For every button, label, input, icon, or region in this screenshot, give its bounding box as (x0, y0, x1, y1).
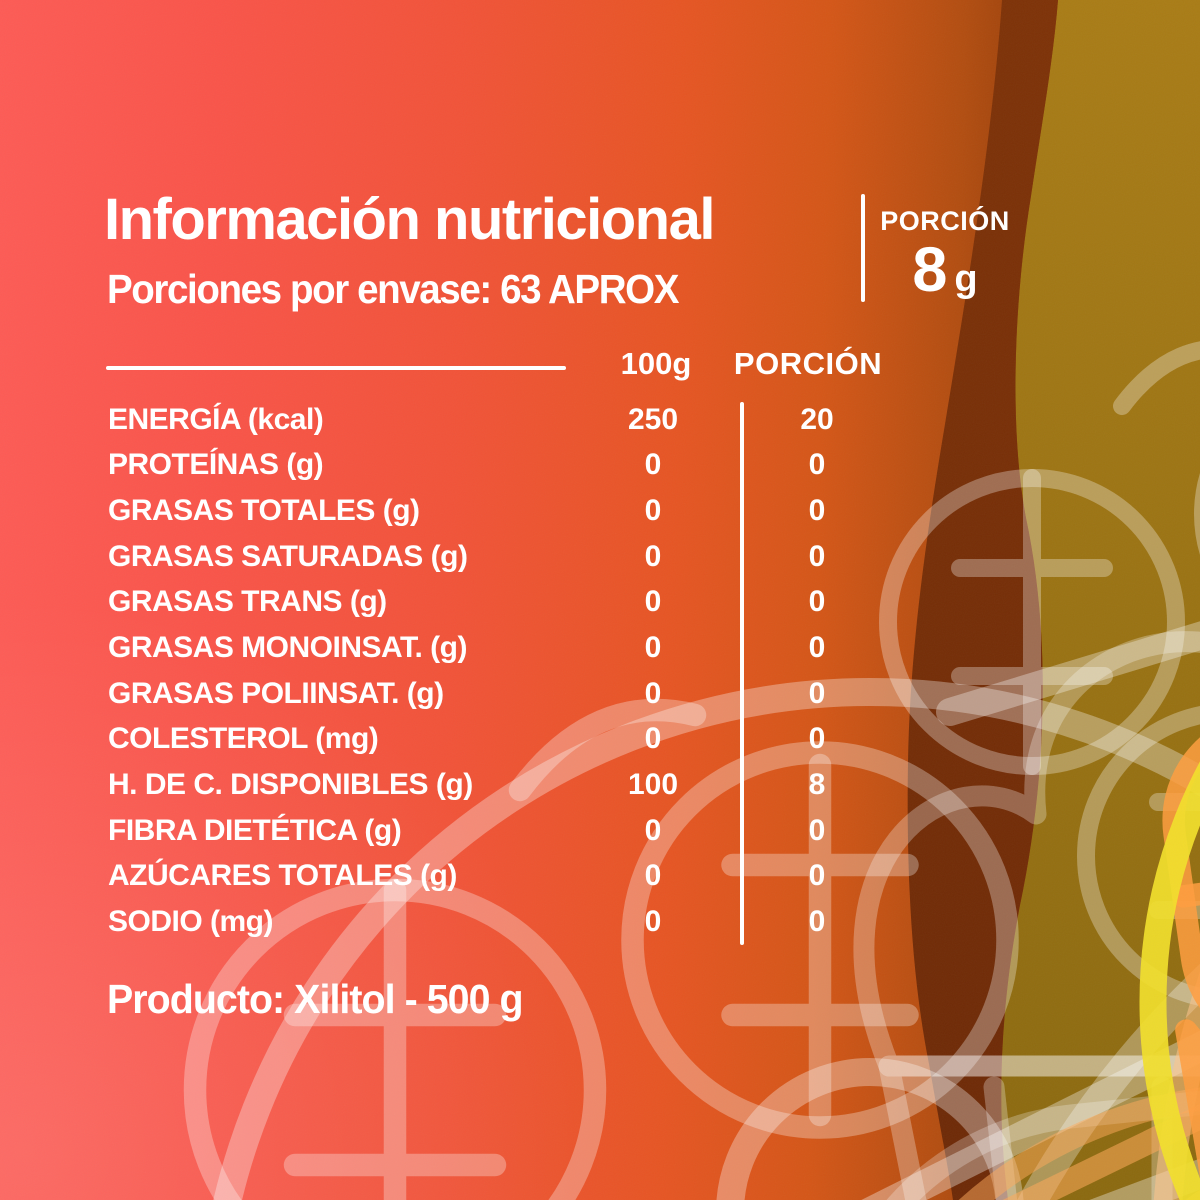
nutrient-label: FIBRA DIETÉTICA (g) (108, 813, 402, 847)
value-per-100g: 0 (644, 676, 662, 710)
value-per-portion: 0 (808, 539, 826, 573)
value-per-100g: 0 (644, 904, 662, 938)
value-per-100g: 0 (644, 631, 662, 665)
value-per-100g: 0 (644, 585, 662, 619)
portion-unit: g (954, 258, 978, 300)
value-per-100g: 0 (644, 494, 662, 528)
table-row: H. DE C. DISPONIBLES (g) 100 8 (108, 762, 890, 808)
value-per-portion: 0 (808, 676, 826, 710)
table-row: GRASAS TRANS (g) 0 0 (108, 580, 890, 626)
nutrient-label: SODIO (mg) (108, 904, 274, 938)
table-row: SODIO (mg) 0 0 (108, 899, 890, 945)
nutrient-label: ENERGÍA (kcal) (108, 402, 324, 436)
table-row: GRASAS MONOINSAT. (g) 0 0 (108, 625, 890, 671)
column-divider (740, 402, 744, 945)
value-per-portion: 0 (808, 722, 826, 756)
value-per-portion: 0 (808, 904, 826, 938)
portion-value: 8 (912, 235, 948, 305)
table-row: GRASAS SATURADAS (g) 0 0 (108, 534, 890, 580)
value-per-portion: 0 (808, 813, 826, 847)
value-per-100g: 0 (644, 859, 662, 893)
nutrient-label: H. DE C. DISPONIBLES (g) (108, 767, 473, 801)
page-title: Información nutricional (104, 187, 716, 252)
value-per-portion: 0 (808, 448, 826, 482)
value-per-portion: 0 (808, 494, 826, 528)
nutrient-label: GRASAS POLIINSAT. (g) (108, 676, 444, 710)
servings-per-package: Porciones por envase: 63 APROX (107, 266, 679, 312)
header-divider (861, 194, 865, 302)
value-per-portion: 0 (808, 585, 826, 619)
table-row: COLESTEROL (mg) 0 0 (108, 716, 890, 762)
table-row: GRASAS TOTALES (g) 0 0 (108, 488, 890, 534)
value-per-100g: 0 (644, 448, 662, 482)
column-header-portion: PORCIÓN (733, 346, 883, 381)
value-per-portion: 20 (800, 402, 834, 436)
table-row: AZÚCARES TOTALES (g) 0 0 (108, 853, 890, 899)
nutrition-table: ENERGÍA (kcal) 250 20 PROTEÍNAS (g) 0 0 … (108, 397, 890, 945)
value-per-100g: 100 (627, 767, 679, 801)
nutrient-label: GRASAS TOTALES (g) (108, 494, 420, 528)
table-row: PROTEÍNAS (g) 0 0 (108, 443, 890, 489)
nutrient-label: GRASAS TRANS (g) (108, 585, 387, 619)
value-per-portion: 0 (808, 859, 826, 893)
column-header-100g: 100g (620, 346, 692, 381)
nutrient-label: GRASAS MONOINSAT. (g) (108, 631, 467, 665)
value-per-100g: 0 (644, 722, 662, 756)
table-row: GRASAS POLIINSAT. (g) 0 0 (108, 671, 890, 717)
value-per-100g: 0 (644, 539, 662, 573)
value-per-portion: 0 (808, 631, 826, 665)
product-name: Producto: Xilitol - 500 g (107, 976, 524, 1022)
nutrient-label: AZÚCARES TOTALES (g) (108, 859, 457, 893)
portion-label: PORCIÓN (880, 206, 1010, 236)
table-top-rule (106, 366, 566, 370)
nutrient-label: GRASAS SATURADAS (g) (108, 539, 468, 573)
value-per-portion: 8 (808, 767, 826, 801)
nutrient-label: COLESTEROL (mg) (108, 722, 379, 756)
table-row: FIBRA DIETÉTICA (g) 0 0 (108, 808, 890, 854)
nutrient-label: PROTEÍNAS (g) (108, 448, 324, 482)
table-row: ENERGÍA (kcal) 250 20 (108, 397, 890, 443)
value-per-100g: 250 (627, 402, 679, 436)
value-per-100g: 0 (644, 813, 662, 847)
